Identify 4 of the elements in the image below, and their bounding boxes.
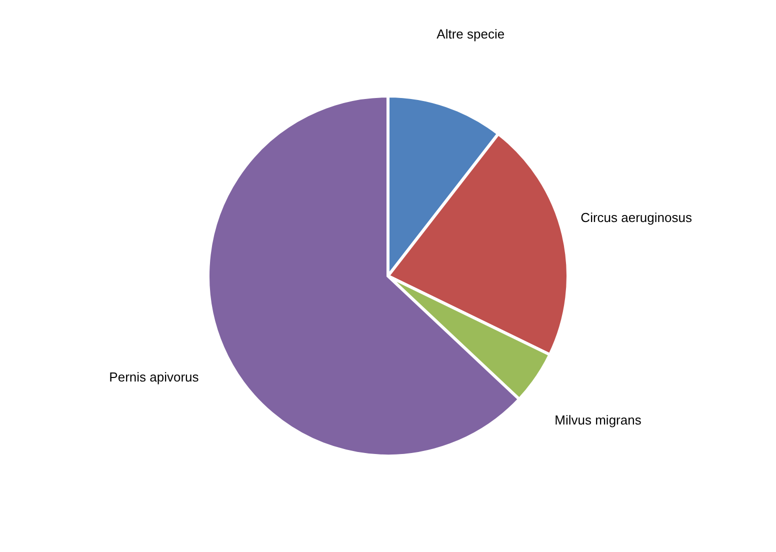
slice-label: Milvus migrans	[554, 412, 642, 428]
slice-label: Altre specie	[436, 26, 505, 42]
slice-label: Circus aeruginosus	[580, 210, 692, 226]
slice-label: Pernis apivorus	[109, 369, 200, 384]
